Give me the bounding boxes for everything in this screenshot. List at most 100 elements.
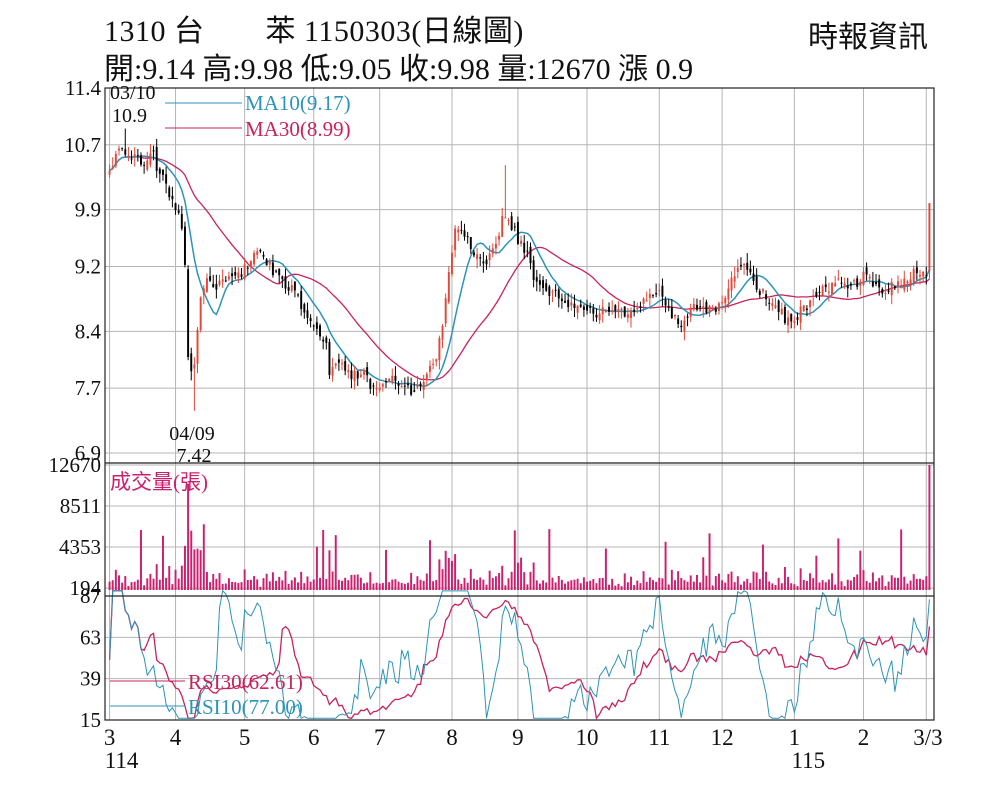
- candle: [633, 300, 636, 317]
- volume-bar: [319, 577, 322, 590]
- candle: [328, 338, 331, 379]
- volume-bar: [724, 582, 727, 590]
- candle-body: [513, 226, 516, 228]
- candle-body: [865, 267, 868, 275]
- candle-body: [900, 285, 903, 287]
- volume-bar: [733, 582, 736, 590]
- volume-bar: [761, 544, 764, 590]
- volume-bar: [545, 582, 548, 590]
- candle: [777, 299, 780, 321]
- candle: [385, 378, 387, 388]
- volume-tick-label: 8511: [60, 494, 101, 518]
- candle-body: [733, 276, 736, 282]
- volume-bar: [397, 581, 400, 590]
- volume-bar: [620, 586, 623, 590]
- candle-body: [306, 310, 309, 318]
- candle-body: [868, 276, 871, 279]
- candle: [674, 314, 676, 320]
- volume-bar: [165, 577, 168, 590]
- x-tick-label: 9: [512, 725, 524, 750]
- candle-body: [667, 306, 670, 308]
- candle: [315, 316, 318, 335]
- volume-bar: [601, 578, 604, 590]
- volume-bar: [306, 576, 309, 590]
- candle: [183, 221, 186, 268]
- volume-bar: [221, 583, 224, 590]
- volume-bar: [328, 550, 331, 590]
- volume-bar: [400, 582, 403, 590]
- candle-body: [322, 339, 325, 342]
- candle: [658, 283, 661, 297]
- ma10-line: [109, 155, 931, 388]
- candle: [177, 204, 180, 215]
- volume-bar: [130, 582, 133, 590]
- candle: [394, 366, 397, 390]
- volume-bar: [636, 580, 639, 590]
- volume-bar: [444, 550, 447, 590]
- candle: [114, 150, 117, 169]
- volume-bar: [856, 574, 859, 590]
- candle: [821, 284, 824, 296]
- candle-body: [780, 308, 783, 315]
- volume-bar: [187, 483, 190, 590]
- volume-bar: [205, 571, 208, 590]
- candle-body: [114, 153, 117, 166]
- candle: [422, 374, 425, 399]
- volume-bar: [576, 578, 579, 590]
- candle-body: [413, 390, 416, 392]
- candle-body: [303, 304, 306, 313]
- volume-bar: [595, 583, 598, 590]
- candle-body: [183, 226, 186, 265]
- volume-panel-label: 成交量(張): [110, 470, 208, 494]
- candle-body: [761, 289, 764, 292]
- candle-body: [884, 293, 887, 295]
- volume-tick-label: 4353: [59, 535, 101, 559]
- candle-body: [407, 383, 409, 386]
- candle: [309, 314, 312, 328]
- candle-body: [397, 383, 400, 386]
- volume-bar: [202, 524, 205, 590]
- rsi-tick-label: 87: [80, 584, 101, 608]
- candle-body: [155, 146, 158, 171]
- candle-body: [143, 164, 146, 166]
- candle: [667, 299, 670, 312]
- volume-bar: [648, 577, 651, 590]
- volume-bar: [878, 577, 881, 590]
- candle-body: [620, 308, 623, 311]
- candle: [271, 254, 274, 278]
- candle-body: [375, 387, 378, 390]
- volume-bar: [727, 573, 730, 590]
- candle: [900, 279, 903, 289]
- candle: [482, 251, 485, 273]
- candle: [683, 315, 686, 341]
- volume-bar: [560, 579, 563, 590]
- candle: [124, 128, 127, 157]
- candle-body: [809, 300, 812, 308]
- candle-body: [381, 384, 384, 387]
- candle: [831, 282, 834, 296]
- candle: [560, 293, 563, 309]
- candle-body: [284, 276, 287, 289]
- candle-body: [849, 283, 852, 286]
- candle: [212, 274, 215, 288]
- volume-bar: [730, 571, 733, 590]
- candle-body: [538, 280, 541, 285]
- candle: [234, 266, 237, 280]
- volume-tick-label: 12670: [49, 453, 102, 477]
- candle: [429, 360, 431, 379]
- candle: [749, 260, 752, 276]
- volume-bar: [249, 579, 252, 590]
- candle: [535, 269, 538, 292]
- volume-bar: [118, 575, 120, 590]
- rsi-tick-label: 15: [80, 708, 101, 732]
- candle-body: [790, 313, 793, 322]
- candle: [796, 312, 799, 326]
- volume-bar: [705, 575, 708, 590]
- candle: [780, 302, 783, 315]
- volume-bar: [758, 579, 761, 590]
- volume-bar: [573, 579, 576, 590]
- volume-bar: [837, 538, 840, 590]
- candle-body: [871, 281, 874, 287]
- candle: [111, 157, 114, 170]
- candle-body: [221, 279, 224, 282]
